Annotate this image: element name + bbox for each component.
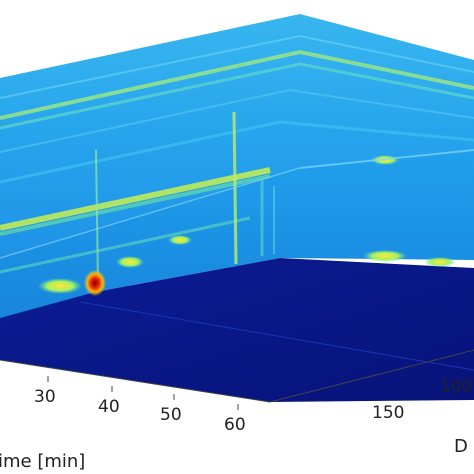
edge: [0, 167, 301, 259]
band-main-glow: [0, 174, 271, 236]
x-axis-label: ime [min]: [0, 451, 85, 472]
band-streak: [0, 88, 474, 153]
warm-spot: [363, 250, 407, 262]
heatmap-texture: [0, 34, 474, 371]
warm-spot: [168, 235, 192, 245]
band-streak: [0, 34, 474, 99]
x-tick-label: 30: [34, 387, 56, 407]
ridge: [95, 149, 99, 283]
warm-spot: [424, 257, 456, 267]
x-tick-label: 40: [98, 397, 120, 417]
y-axis-line: [269, 349, 474, 403]
peak-red: [84, 270, 106, 296]
warm-spot: [116, 256, 144, 268]
band-streak: [0, 49, 474, 120]
floor: [0, 258, 474, 402]
band-streak: [0, 120, 474, 184]
band-main: [0, 167, 271, 231]
edge: [299, 149, 474, 169]
x-tick-label: 50: [160, 405, 182, 425]
y-tick-label: 100: [440, 377, 472, 397]
y-ticks: 100 150: [372, 377, 472, 423]
x-ticks: 30 40 50 60: [34, 376, 246, 435]
x-axis-line: [0, 359, 271, 403]
floor-line: [79, 301, 474, 371]
y-tick-label: 150: [372, 403, 404, 423]
band-streak: [0, 62, 474, 130]
x-tick-label: 60: [224, 415, 246, 435]
y-axis-label: D: [454, 436, 468, 457]
band-lower: [0, 216, 251, 274]
warm-spot: [38, 278, 82, 294]
